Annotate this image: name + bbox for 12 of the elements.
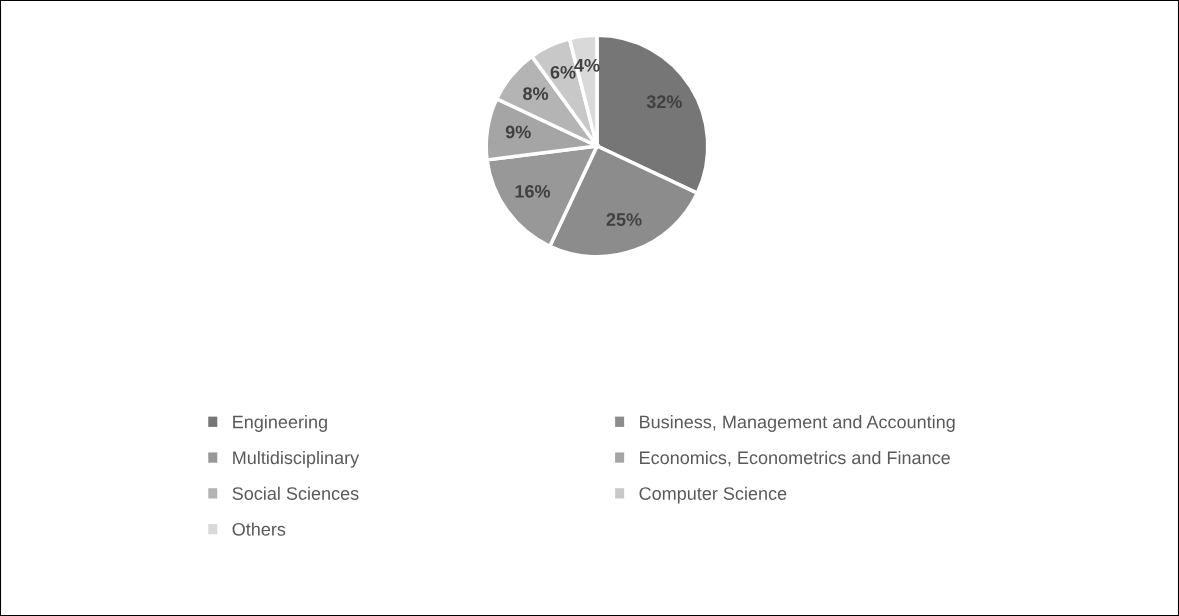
data-label: 25% (606, 213, 642, 226)
data-label: 9% (505, 125, 531, 139)
legend-label: Business, Management and Accounting (640, 415, 955, 432)
data-label: 8% (523, 87, 549, 100)
legend-label: Computer Science (639, 486, 787, 504)
legend-label: Economics, Econometrics and Finance (640, 450, 950, 467)
legend-label: Others (232, 522, 286, 536)
data-label: 6% (550, 65, 576, 79)
legend-label: Social Sciences (232, 486, 359, 500)
legend-label: Engineering (233, 415, 327, 432)
data-label: 16% (515, 184, 551, 198)
legend-label: Multidisciplinary (233, 450, 360, 468)
